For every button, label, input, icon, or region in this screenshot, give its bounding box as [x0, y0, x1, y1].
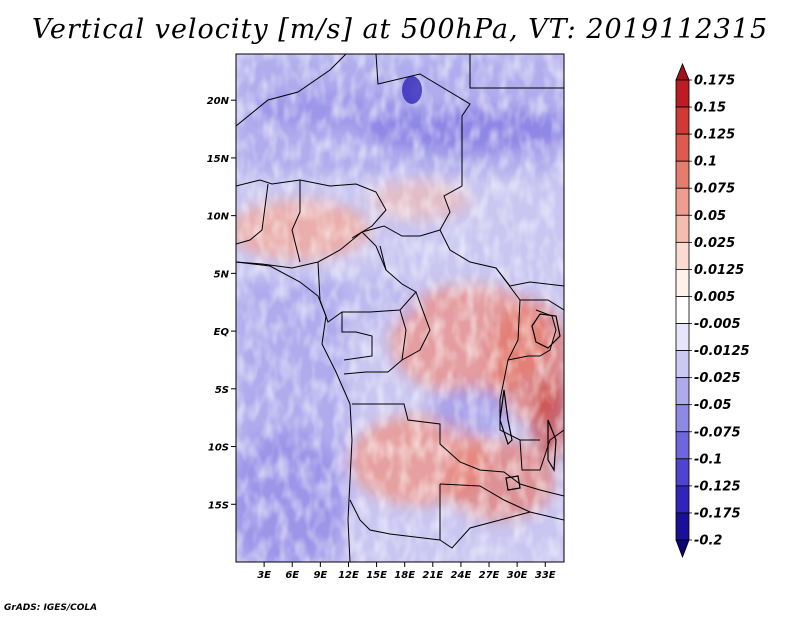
- colorbar: 0.175 0.15 0.125 0.1 0.075 0.05 0.025 0.0125 0.0…: [675, 62, 750, 559]
- colorbar-bottom-arrow: [675, 539, 690, 559]
- colorbar-segment: [675, 79, 690, 108]
- lat-tick-label: 5S: [215, 385, 229, 396]
- lon-tick-label: 33E: [535, 570, 556, 581]
- lat-tick-label: 15S: [208, 500, 229, 511]
- colorbar-segment: [675, 269, 690, 297]
- country-borders: [236, 54, 564, 562]
- colorbar-segment: [675, 241, 690, 270]
- colorbar-label: 0.05: [694, 209, 726, 224]
- colorbar-segment: [675, 512, 690, 541]
- colorbar-segment: [675, 350, 690, 379]
- colorbar-segment: [675, 160, 690, 189]
- lon-tick-label: 6E: [285, 570, 299, 581]
- lon-tick-label: 27E: [479, 570, 500, 581]
- colorbar-segment: [675, 485, 690, 514]
- lon-tick-label: 3E: [257, 570, 271, 581]
- lat-tick-label: 20N: [207, 96, 230, 107]
- lat-tick-label: 15N: [207, 154, 230, 165]
- colorbar-segment: [675, 431, 690, 460]
- colorbar-segment: [675, 187, 690, 216]
- colorbar-label: 0.025: [694, 236, 735, 251]
- colorbar-top-arrow: [675, 62, 690, 81]
- strong-descent-cell: [402, 76, 422, 104]
- colorbar-label: -0.1: [694, 452, 722, 467]
- colorbar-label: 0.125: [694, 128, 735, 143]
- colorbar-label: -0.005: [694, 317, 741, 332]
- colorbar-label: -0.125: [694, 479, 741, 494]
- colorbar-label: -0.175: [694, 506, 741, 521]
- colorbar-segment: [675, 404, 690, 433]
- colorbar-segment: [675, 377, 690, 406]
- colorbar-label: 0.075: [694, 182, 735, 197]
- colorbar-segment: [675, 296, 690, 324]
- colorbar-segment: [675, 133, 690, 162]
- colorbar-label: -0.075: [694, 425, 741, 440]
- colorbar-label: 0.15: [694, 101, 726, 116]
- latitude-axis: 20N 15N 10N 5N EQ 5S 10S 15S: [207, 96, 236, 511]
- lat-tick-label: EQ: [214, 327, 230, 338]
- colorbar-segment: [675, 214, 690, 243]
- lon-tick-label: 24E: [451, 570, 472, 581]
- colorbar-label: -0.05: [694, 398, 731, 413]
- vertical-velocity-field: [236, 54, 564, 562]
- lon-tick-label: 15E: [366, 570, 387, 581]
- lat-tick-label: 5N: [214, 269, 230, 280]
- colorbar-segment: [675, 458, 690, 487]
- longitude-axis: 3E 6E 9E 12E 15E 18E 21E 24E 27E 30E 33E: [257, 562, 556, 581]
- colorbar-label: 0.1: [694, 155, 717, 170]
- colorbar-segment: [675, 106, 690, 135]
- colorbar-label: 0.0125: [694, 263, 744, 278]
- lat-tick-label: 10N: [207, 212, 230, 223]
- lat-tick-label: 10S: [208, 443, 229, 454]
- lakes: [499, 313, 561, 491]
- grads-credit: GrADS: IGES/COLA: [4, 603, 98, 613]
- lon-tick-label: 21E: [422, 570, 443, 581]
- map-title: Vertical velocity [m/s] at 500hPa, VT: 2…: [31, 14, 769, 45]
- colorbar-label: 0.005: [694, 290, 735, 305]
- lon-tick-label: 12E: [338, 570, 359, 581]
- colorbar-label: -0.2: [694, 534, 722, 549]
- lon-tick-label: 9E: [313, 570, 327, 581]
- map-frame: [235, 53, 565, 563]
- lon-tick-label: 30E: [507, 570, 528, 581]
- colorbar-label: -0.0125: [694, 344, 750, 359]
- colorbar-label: 0.175: [694, 74, 735, 89]
- lon-tick-label: 18E: [394, 570, 415, 581]
- colorbar-label: -0.025: [694, 371, 741, 386]
- colorbar-segment: [675, 323, 690, 351]
